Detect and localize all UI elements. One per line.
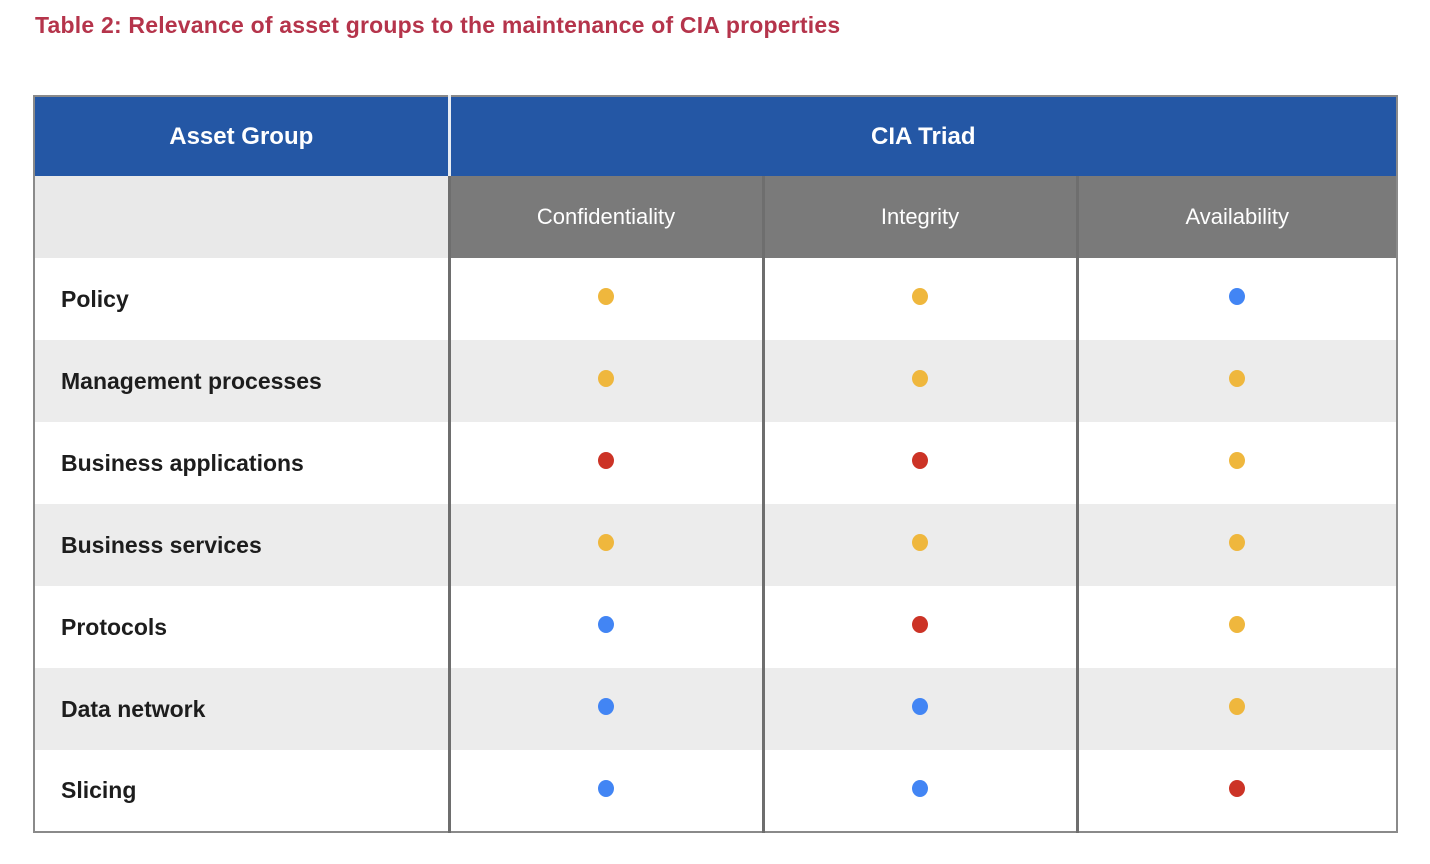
- relevance-dot: [912, 779, 928, 797]
- relevance-cell: [761, 422, 1077, 504]
- table-caption: Table 2: Relevance of asset groups to th…: [35, 12, 841, 38]
- relevance-dot: [598, 288, 614, 305]
- row-label: Business services: [34, 504, 449, 586]
- relevance-cell: [1075, 340, 1398, 422]
- relevance-cell: [761, 504, 1077, 586]
- relevance-cell: [761, 750, 1077, 832]
- relevance-cell: [761, 340, 1077, 422]
- table-row: Slicing: [34, 750, 1398, 832]
- column-header-integrity: Integrity: [761, 176, 1077, 258]
- relevance-cell: [1075, 258, 1398, 340]
- relevance-dot: [598, 534, 614, 551]
- relevance-dot: [598, 452, 614, 469]
- relevance-cell: [1075, 750, 1398, 832]
- relevance-dot: [1229, 698, 1246, 715]
- relevance-cell: [761, 258, 1077, 340]
- relevance-dot: [1229, 534, 1246, 551]
- table-row: Policy: [34, 258, 1398, 340]
- relevance-dot: [912, 698, 928, 715]
- relevance-cell: [447, 750, 763, 832]
- column-header-cia-triad: CIA Triad: [447, 96, 1398, 176]
- relevance-cell: [1075, 668, 1398, 750]
- relevance-dot: [912, 288, 928, 305]
- table-header-row: Asset Group CIA Triad: [34, 96, 1398, 176]
- relevance-cell: [761, 586, 1077, 668]
- row-label: Policy: [61, 285, 129, 312]
- table-row: Protocols: [34, 586, 1398, 668]
- relevance-dot: [1229, 288, 1246, 305]
- relevance-dot: [598, 698, 614, 715]
- relevance-cell: [447, 586, 763, 668]
- relevance-dot: [598, 616, 614, 633]
- relevance-cell: [1075, 422, 1398, 504]
- relevance-dot: [912, 534, 928, 551]
- table-row: Management processes: [34, 340, 1398, 422]
- column-header-confidentiality: Confidentiality: [447, 176, 763, 258]
- cia-relevance-table: Asset Group CIA Triad Confidentiality In…: [33, 95, 1399, 833]
- relevance-dot: [912, 452, 928, 469]
- relevance-cell: [1075, 586, 1398, 668]
- row-label: Management processes: [34, 340, 449, 422]
- relevance-cell: [447, 668, 763, 750]
- relevance-dot: [598, 370, 614, 387]
- subheader-empty-cell: [34, 176, 449, 258]
- column-header-availability: Availability: [1075, 176, 1398, 258]
- relevance-dot: [1229, 779, 1246, 797]
- row-label: Business applications: [61, 449, 304, 476]
- column-header-asset-group: Asset Group: [34, 96, 449, 176]
- relevance-dot: [912, 370, 928, 387]
- relevance-dot: [598, 779, 614, 797]
- relevance-dot: [1229, 452, 1246, 469]
- relevance-cell: [761, 668, 1077, 750]
- row-label: Slicing: [61, 777, 137, 803]
- relevance-dot: [1229, 616, 1246, 633]
- table-subheader-row: Confidentiality Integrity Availability: [34, 176, 1398, 258]
- relevance-dot: [912, 616, 928, 633]
- relevance-cell: [447, 258, 763, 340]
- relevance-cell: [447, 340, 763, 422]
- relevance-dot: [1229, 370, 1246, 387]
- relevance-cell: [447, 504, 763, 586]
- relevance-cell: [1075, 504, 1398, 586]
- table-row: Data network: [34, 668, 1398, 750]
- table-row: Business services: [34, 504, 1398, 586]
- table-row: Business applications: [34, 422, 1398, 504]
- row-label: Data network: [34, 668, 449, 750]
- relevance-cell: [447, 422, 763, 504]
- row-label: Protocols: [61, 613, 168, 640]
